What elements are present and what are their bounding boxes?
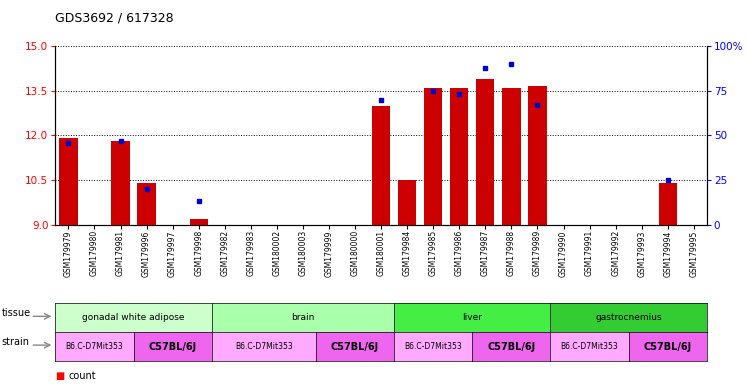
Text: GDS3692 / 617328: GDS3692 / 617328	[55, 12, 174, 25]
Text: B6.C-D7Mit353: B6.C-D7Mit353	[235, 342, 292, 351]
Text: tissue: tissue	[1, 308, 31, 318]
Bar	[503, 88, 521, 225]
Text: ■: ■	[55, 371, 64, 381]
Bar	[659, 183, 677, 225]
Bar	[450, 88, 468, 225]
Bar	[189, 219, 208, 225]
Text: C57BL/6J: C57BL/6J	[644, 341, 692, 352]
Bar	[372, 106, 390, 225]
Text: gastrocnemius: gastrocnemius	[595, 313, 662, 322]
Bar	[528, 86, 547, 225]
Text: brain: brain	[291, 313, 315, 322]
Text: B6.C-D7Mit353: B6.C-D7Mit353	[405, 342, 462, 351]
Bar	[59, 138, 78, 225]
Text: C57BL/6J: C57BL/6J	[331, 341, 379, 352]
Bar	[138, 183, 156, 225]
Text: C57BL/6J: C57BL/6J	[149, 341, 197, 352]
Text: count: count	[69, 371, 96, 381]
Bar	[424, 88, 442, 225]
Bar	[398, 180, 417, 225]
Text: C57BL/6J: C57BL/6J	[488, 341, 536, 352]
Bar	[476, 79, 494, 225]
Bar	[111, 141, 129, 225]
Text: B6.C-D7Mit353: B6.C-D7Mit353	[561, 342, 619, 351]
Text: gonadal white adipose: gonadal white adipose	[82, 313, 185, 322]
Text: liver: liver	[462, 313, 482, 322]
Text: strain: strain	[1, 337, 29, 347]
Text: B6.C-D7Mit353: B6.C-D7Mit353	[66, 342, 123, 351]
